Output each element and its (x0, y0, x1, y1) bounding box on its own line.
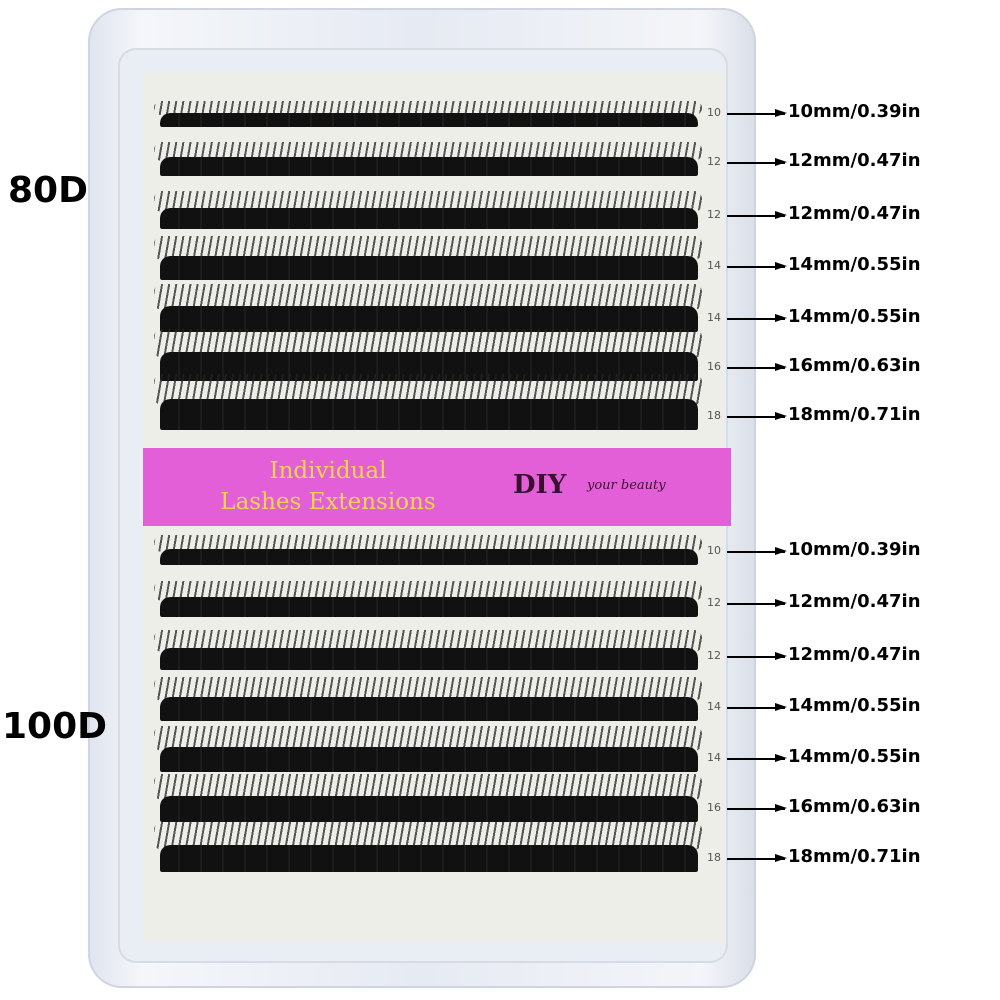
length-label: 16mm/0.63in (788, 355, 921, 376)
tray-length-mark: 10 (707, 544, 721, 557)
arrow-icon (727, 653, 787, 659)
lash-row (154, 374, 702, 430)
lash-clusters (160, 208, 698, 229)
lash-row (154, 677, 702, 721)
arrow-icon (727, 413, 787, 419)
length-label: 12mm/0.47in (788, 203, 921, 224)
lash-clusters (160, 597, 698, 617)
lash-row (154, 191, 702, 229)
tray-length-mark: 18 (707, 851, 721, 864)
length-label: 10mm/0.39in (788, 101, 921, 122)
banner-title: Individual Lashes Extensions (143, 456, 513, 518)
arrow-icon (727, 600, 787, 606)
lash-row (154, 822, 702, 872)
arrow-icon (727, 755, 787, 761)
arrow-icon (727, 212, 787, 218)
lash-clusters (160, 795, 698, 822)
arrow-icon (727, 855, 787, 861)
tray-length-mark: 14 (707, 311, 721, 324)
brand-logo: DIY (513, 470, 567, 500)
tray-length-mark: 12 (707, 155, 721, 168)
lash-row (154, 581, 702, 617)
length-label: 12mm/0.47in (788, 644, 921, 665)
length-label: 10mm/0.39in (788, 539, 921, 560)
lash-row (154, 774, 702, 822)
lash-fringe (154, 101, 702, 116)
lash-clusters (160, 696, 698, 721)
arrow-icon (727, 110, 787, 116)
lash-row (154, 284, 702, 332)
length-label: 14mm/0.55in (788, 695, 921, 716)
group-label-80d: 80D (8, 170, 88, 211)
lash-clusters (160, 255, 698, 280)
arrow-icon (727, 548, 787, 554)
lash-clusters (160, 844, 698, 872)
brand-tagline: your beauty (587, 478, 666, 493)
arrow-icon (727, 315, 787, 321)
lash-row (154, 236, 702, 280)
length-label: 14mm/0.55in (788, 254, 921, 275)
length-label: 16mm/0.63in (788, 796, 921, 817)
tray-length-mark: 14 (707, 259, 721, 272)
length-label: 14mm/0.55in (788, 746, 921, 767)
lash-fringe (154, 535, 702, 552)
tray-length-mark: 12 (707, 596, 721, 609)
lash-row (154, 630, 702, 670)
lash-clusters (160, 648, 698, 670)
arrow-icon (727, 159, 787, 165)
lash-clusters (160, 157, 698, 176)
length-label: 18mm/0.71in (788, 404, 921, 425)
arrow-icon (727, 263, 787, 269)
length-label: 12mm/0.47in (788, 591, 921, 612)
lash-clusters (160, 112, 698, 127)
banner-title-line1: Individual (269, 458, 387, 484)
lash-fringe (154, 142, 702, 161)
lash-clusters (160, 399, 698, 430)
lash-row (154, 726, 702, 772)
group-label-100d: 100D (2, 706, 108, 747)
tray-length-mark: 12 (707, 649, 721, 662)
tray-length-mark: 12 (707, 208, 721, 221)
lash-clusters (160, 746, 698, 772)
tray-length-mark: 16 (707, 360, 721, 373)
lash-row (154, 101, 702, 127)
arrow-icon (727, 704, 787, 710)
lash-fringe (154, 581, 702, 601)
tray-length-mark: 14 (707, 700, 721, 713)
tray-length-mark: 14 (707, 751, 721, 764)
length-label: 18mm/0.71in (788, 846, 921, 867)
lash-row (154, 142, 702, 176)
tray-length-mark: 16 (707, 801, 721, 814)
length-label: 14mm/0.55in (788, 306, 921, 327)
length-label: 12mm/0.47in (788, 150, 921, 171)
tray-length-mark: 10 (707, 106, 721, 119)
arrow-icon (727, 805, 787, 811)
lash-row (154, 535, 702, 565)
banner-title-line2: Lashes Extensions (220, 489, 436, 515)
lash-clusters (160, 305, 698, 332)
tray-length-mark: 18 (707, 409, 721, 422)
product-banner: Individual Lashes Extensions DIY your be… (143, 448, 731, 526)
lash-fringe (154, 630, 702, 652)
lash-fringe (154, 191, 702, 212)
arrow-icon (727, 364, 787, 370)
lash-row (154, 329, 702, 381)
lash-clusters (160, 548, 698, 565)
